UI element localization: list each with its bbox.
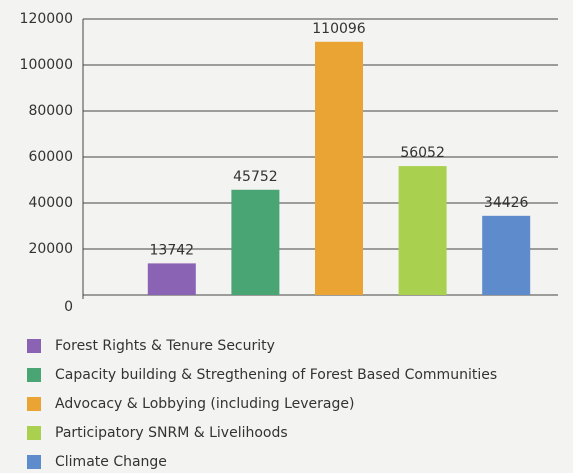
value-label: 56052 (400, 145, 445, 161)
value-label: 34426 (484, 195, 529, 211)
legend-swatch (27, 368, 41, 382)
legend-label: Climate Change (55, 454, 167, 470)
y-tick-label: 40000 (28, 195, 73, 211)
legend-label: Forest Rights & Tenure Security (55, 338, 275, 354)
bar (315, 41, 363, 295)
y-tick-label: 0 (64, 299, 73, 315)
y-tick-label: 60000 (28, 149, 73, 165)
legend-label: Advocacy & Lobbying (including Leverage) (55, 396, 354, 412)
value-label: 110096 (312, 21, 366, 37)
value-label: 45752 (233, 169, 278, 185)
y-tick-label: 120000 (20, 11, 73, 27)
bar (482, 215, 531, 295)
bar (231, 189, 280, 295)
legend-swatch (27, 339, 41, 353)
y-tick-label: 20000 (28, 241, 73, 257)
y-tick-label: 80000 (28, 103, 73, 119)
legend-swatch (27, 455, 41, 469)
legend-swatch (27, 426, 41, 440)
bar (147, 263, 196, 295)
bar (398, 166, 447, 295)
legend-swatch (27, 397, 41, 411)
legend-label: Capacity building & Stregthening of Fore… (55, 367, 497, 383)
y-tick-label: 100000 (20, 57, 73, 73)
legend-label: Participatory SNRM & Livelihoods (55, 425, 288, 441)
value-label: 13742 (150, 242, 195, 258)
